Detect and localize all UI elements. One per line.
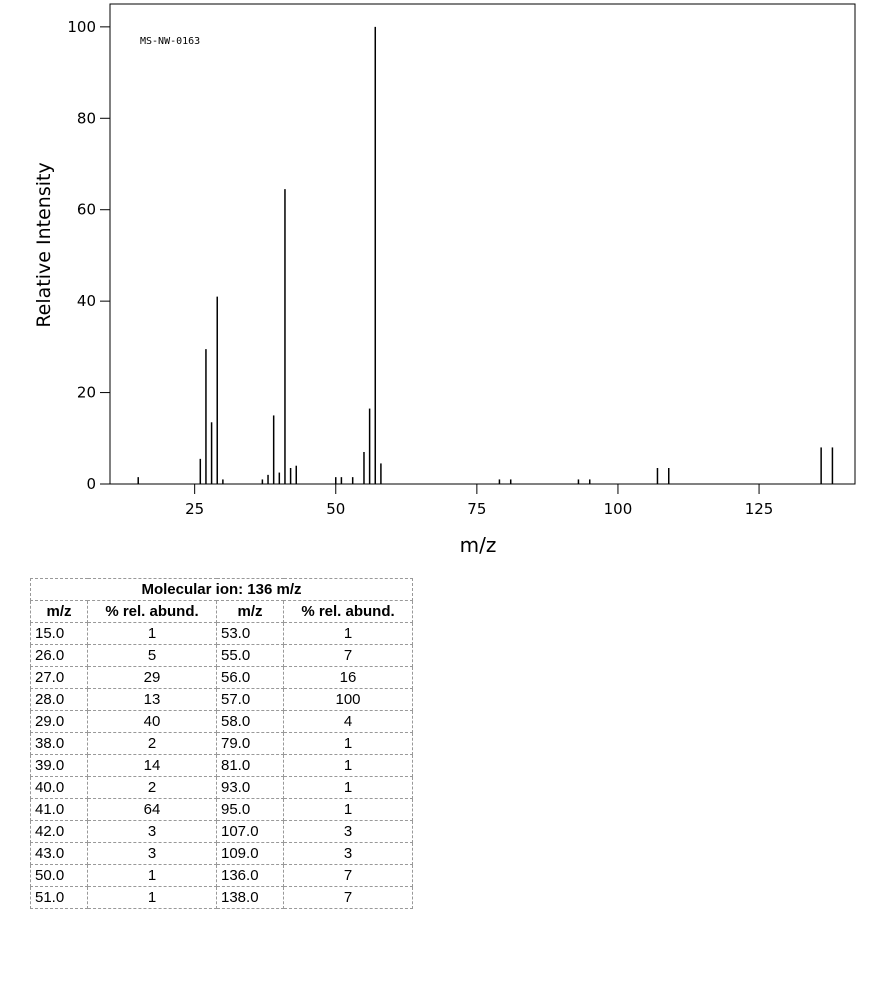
table-cell: 3	[283, 820, 413, 843]
table-cell: 29	[87, 666, 217, 689]
table-row: 41.0 64 95.0 1	[30, 798, 413, 821]
y-tick-label: 100	[67, 18, 96, 36]
header-row: m/z% rel. abund. m/z% rel. abund.	[30, 600, 413, 623]
table-row: 15.0 1 53.0 1	[30, 622, 413, 645]
table-cell: 138.0	[216, 886, 284, 909]
table-row: 39.0 14 81.0 1	[30, 754, 413, 777]
table-cell: 95.0	[216, 798, 284, 821]
table-cell: 39.0	[30, 754, 88, 777]
y-tick-label: 20	[77, 384, 96, 402]
plot-frame	[109, 3, 856, 485]
table-cell: 29.0	[30, 710, 88, 733]
table-cell: 64	[87, 798, 217, 821]
table-cell: 7	[283, 644, 413, 667]
table-cell: 2	[87, 776, 217, 799]
table-cell: 53.0	[216, 622, 284, 645]
table-cell: 79.0	[216, 732, 284, 755]
y-axis-label: Relative Intensity	[33, 162, 55, 327]
table-cell: 14	[87, 754, 217, 777]
table-cell: 3	[87, 842, 217, 865]
table-cell: 38.0	[30, 732, 88, 755]
table-row: 42.0 3 107.0 3	[30, 820, 413, 843]
header-cell: m/z	[30, 600, 88, 623]
table-row: 51.0 1 138.0 7	[30, 886, 413, 909]
y-tick-label: 40	[77, 292, 96, 310]
table-cell: 42.0	[30, 820, 88, 843]
table-row: 38.0 2 79.0 1	[30, 732, 413, 755]
table-cell: 93.0	[216, 776, 284, 799]
table-cell: 41.0	[30, 798, 88, 821]
y-tick-label: 0	[86, 475, 96, 493]
header-cell: % rel. abund.	[87, 600, 217, 623]
table-cell: 55.0	[216, 644, 284, 667]
table-cell: 1	[283, 754, 413, 777]
table-row: 50.0 1 136.0 7	[30, 864, 413, 887]
table-cell: 81.0	[216, 754, 284, 777]
table-cell: 7	[283, 886, 413, 909]
chart: MS-NW-0163 m/z Relative Intensity 0 20 40 6…	[33, 3, 856, 557]
table-cell: 3	[87, 820, 217, 843]
x-tick-label: 50	[326, 500, 345, 518]
table-cell: 43.0	[30, 842, 88, 865]
table-cell: 56.0	[216, 666, 284, 689]
table-row: 27.0 29 56.0 16	[30, 666, 413, 689]
table-cell: 4	[283, 710, 413, 733]
table-cell: 57.0	[216, 688, 284, 711]
table-row: 29.0 40 58.0 4	[30, 710, 413, 733]
table-row: 43.0 3 109.0 3	[30, 842, 413, 865]
table-cell: 28.0	[30, 688, 88, 711]
table-cell: 3	[283, 842, 413, 865]
table-cell: 51.0	[30, 886, 88, 909]
table-cell: 1	[87, 622, 217, 645]
table-title: Molecular ion: 136 m/z	[30, 578, 413, 601]
table-body: 15.0 1 53.0 1 26.0 5 55.0 7 27.0 29 56.0 16 28.0 13 57…	[30, 622, 413, 909]
table-cell: 13	[87, 688, 217, 711]
table-cell: 15.0	[30, 622, 88, 645]
table-cell: 136.0	[216, 864, 284, 887]
table-cell: 5	[87, 644, 217, 667]
table-cell: 109.0	[216, 842, 284, 865]
data-table: Molecular ion: 136 m/z m/z% rel. abund. m…	[30, 578, 413, 909]
table-cell: 58.0	[216, 710, 284, 733]
x-tick-label: 125	[745, 500, 774, 518]
table-cell: 26.0	[30, 644, 88, 667]
table-cell: 1	[283, 732, 413, 755]
table-row: 40.0 2 93.0 1	[30, 776, 413, 799]
table-cell: 1	[87, 886, 217, 909]
x-tick-label: 25	[185, 500, 204, 518]
table-cell: 16	[283, 666, 413, 689]
table-row: 28.0 13 57.0 100	[30, 688, 413, 711]
table-cell: 1	[283, 622, 413, 645]
y-tick-label: 80	[77, 109, 96, 127]
table-cell: 7	[283, 864, 413, 887]
x-axis-label: m/z	[460, 533, 497, 557]
table-cell: 40.0	[30, 776, 88, 799]
y-tick-label: 60	[77, 201, 96, 219]
header-cell: % rel. abund.	[283, 600, 413, 623]
table-cell: 1	[283, 798, 413, 821]
table-cell: 2	[87, 732, 217, 755]
table-cell: 100	[283, 688, 413, 711]
x-tick-label: 75	[467, 500, 486, 518]
annotation: MS-NW-0163	[140, 36, 200, 47]
table-cell: 107.0	[216, 820, 284, 843]
table-cell: 40	[87, 710, 217, 733]
table-row: 26.0 5 55.0 7	[30, 644, 413, 667]
table-cell: 1	[283, 776, 413, 799]
table-cell: 27.0	[30, 666, 88, 689]
table-cell: 1	[87, 864, 217, 887]
x-tick-label: 100	[604, 500, 633, 518]
table-cell: 50.0	[30, 864, 88, 887]
header-cell: m/z	[216, 600, 284, 623]
